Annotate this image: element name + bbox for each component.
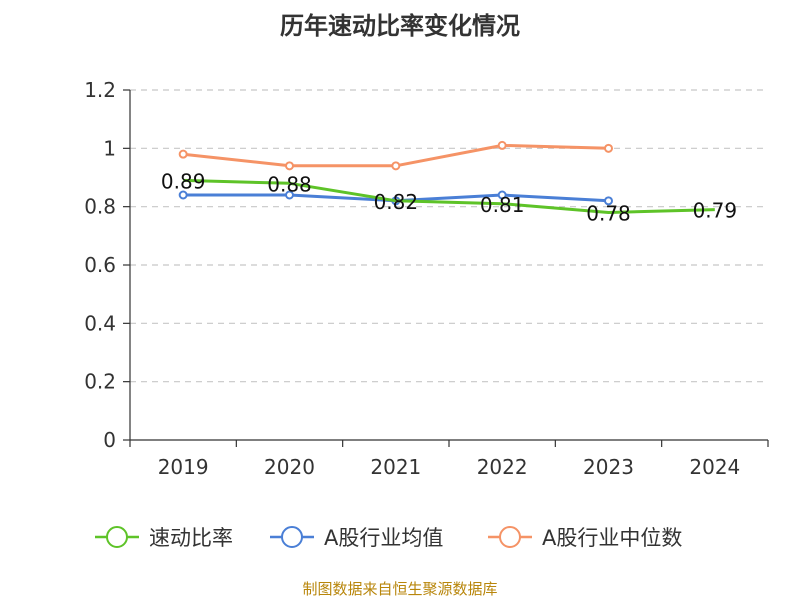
y-tick-label: 0.4 [84, 311, 116, 335]
legend-item-0[interactable]: 速动比率 [95, 526, 233, 550]
legend-label: 速动比率 [149, 526, 233, 550]
y-tick-label: 1.2 [84, 78, 116, 102]
chart-title: 历年速动比率变化情况 [280, 12, 520, 40]
data-label: 0.79 [693, 199, 738, 223]
series-point-1 [497, 190, 507, 200]
data-label: 0.82 [374, 190, 419, 214]
legend-swatch-marker [106, 526, 128, 548]
series-line-0 [183, 178, 715, 214]
series-lines [178, 140, 715, 214]
y-tick-label: 0.8 [84, 195, 116, 219]
legend[interactable]: 速动比率 A股行业均值 A股行业中位数 [95, 526, 682, 550]
legend-label: A股行业均值 [324, 526, 443, 550]
series-point-2 [391, 161, 401, 171]
x-tick-label: 2019 [158, 455, 209, 479]
x-tick-label: 2020 [264, 455, 315, 479]
y-tick-label: 0.6 [84, 253, 116, 277]
series-point-1 [604, 196, 613, 206]
x-tick-label: 2022 [477, 455, 528, 479]
legend-item-1[interactable]: A股行业均值 [270, 526, 443, 550]
y-tick-label: 1 [103, 136, 116, 160]
x-tick-label: 2023 [583, 455, 634, 479]
series-point-2 [604, 143, 613, 153]
legend-swatch-marker [499, 526, 521, 548]
x-tick-label: 2021 [370, 455, 421, 479]
data-label: 0.88 [267, 172, 312, 196]
legend-swatch-marker [281, 526, 303, 548]
data-label: 0.89 [161, 169, 206, 193]
data-labels: 0.89 0.88 0.82 0.81 0.78 0.79 [161, 169, 737, 225]
y-tick-label: 0.2 [84, 370, 116, 394]
data-label: 0.81 [480, 193, 525, 217]
legend-label: A股行业中位数 [542, 526, 682, 550]
series-point-2 [285, 161, 294, 171]
series-point-2 [497, 140, 507, 150]
series-point-1 [285, 190, 294, 200]
grid-lines [130, 89, 768, 383]
legend-item-2[interactable]: A股行业中位数 [488, 526, 682, 550]
series-point-2 [178, 149, 188, 159]
x-tick-label: 2024 [689, 455, 740, 479]
y-tick-label: 0 [103, 428, 116, 452]
series-point-1 [178, 190, 188, 200]
source-note: 制图数据来自恒生聚源数据库 [302, 580, 498, 598]
data-label: 0.78 [586, 202, 631, 226]
